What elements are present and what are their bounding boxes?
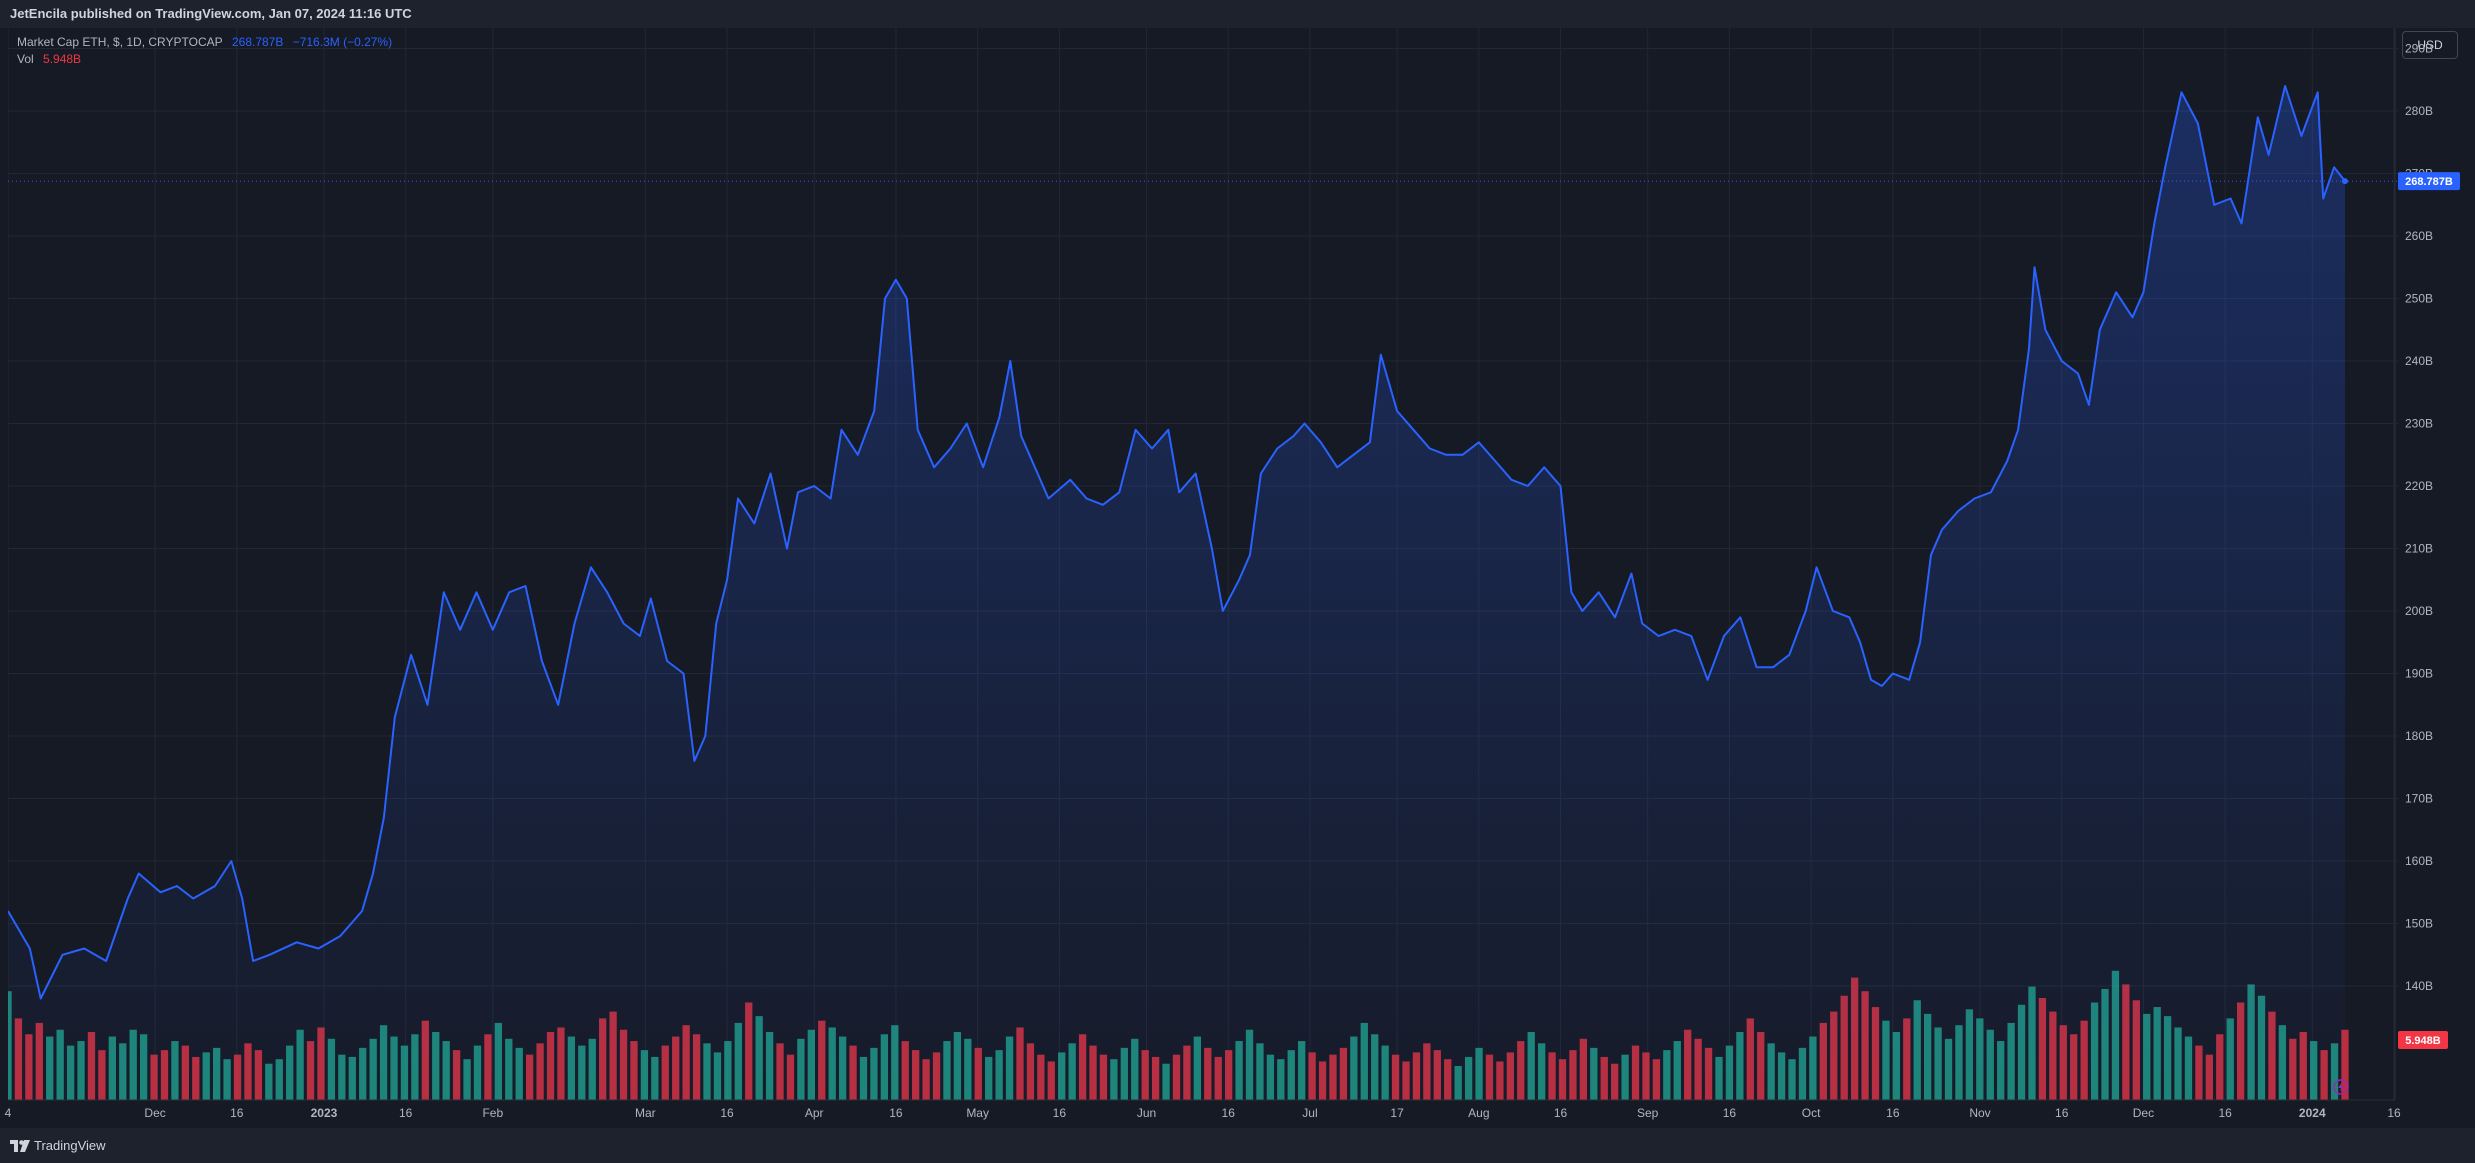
footer-bar [0,1128,2475,1163]
x-tick-label: May [966,1106,989,1120]
x-tick-label: 16 [2055,1106,2069,1120]
x-tick-label: 16 [2387,1106,2401,1120]
x-tick-label: 16 [720,1106,734,1120]
y-tick-label: 150B [2405,917,2433,931]
x-tick-label: Aug [1468,1106,1489,1120]
y-tick-label: 230B [2405,417,2433,431]
y-tick-label: 270B [2405,167,2433,181]
y-tick-label: 170B [2405,792,2433,806]
x-tick-label: Feb [482,1106,503,1120]
publish-bar: JetEncila published on TradingView.com, … [0,0,2475,28]
x-tick-label: 16 [889,1106,903,1120]
price-area [8,86,2345,1100]
price-line[interactable] [8,85,2346,1000]
x-tick-label: Oct [1802,1106,1821,1120]
legend-main-row: Market Cap ETH, $, 1D, CRYPTOCAP 268.787… [17,34,398,51]
y-tick-label: 200B [2405,604,2433,618]
y-tick-label: 140B [2405,979,2433,993]
last-price-dot [2341,178,2348,185]
x-tick-label: Nov [1969,1106,1990,1120]
tradingview-mark-icon [10,1139,30,1152]
legend-symbol[interactable]: Market Cap ETH, $, 1D, CRYPTOCAP [17,35,223,49]
legend-change: −716.3M (−0.27%) [292,35,393,49]
last-price-badge [2398,172,2460,191]
y-tick-label: 220B [2405,479,2433,493]
chart-area[interactable] [8,28,2398,1100]
x-tick-label: 16 [1053,1106,1067,1120]
market-cap-chart[interactable] [8,28,2398,1100]
legend-volume-value: 5.948B [43,52,82,66]
x-tick-label: 16 [230,1106,244,1120]
x-tick-label: Dec [2133,1106,2154,1120]
last-price-badge-text: 268.787B [2405,176,2453,188]
x-tick-label: 16 [2218,1106,2232,1120]
y-tick-label: 180B [2405,729,2433,743]
x-tick-label: Dec [144,1106,165,1120]
last-volume-badge-text: 5.948B [2405,1035,2441,1047]
last-volume-badge [2398,1031,2448,1049]
x-tick-label: Sep [1637,1106,1659,1120]
y-tick-label: 280B [2405,104,2433,118]
tradingview-logo[interactable]: TradingView [10,1138,106,1153]
x-tick-label: 16 [399,1106,413,1120]
x-tick-label: 2024 [2299,1106,2326,1120]
legend-volume-row: Vol 5.948B [17,51,398,68]
x-tick-label: 16 [1886,1106,1900,1120]
x-tick-label: Apr [805,1106,824,1120]
currency-button[interactable]: USD [2402,31,2458,59]
x-tick-label: 2023 [311,1106,338,1120]
y-tick-label: 160B [2405,854,2433,868]
x-tick-label: 17 [1390,1106,1404,1120]
y-tick-label: 210B [2405,542,2433,556]
footer-brand: TradingView [34,1138,106,1153]
y-tick-label: 240B [2405,354,2433,368]
chart-legend: Market Cap ETH, $, 1D, CRYPTOCAP 268.787… [17,34,398,68]
x-tick-label: Jun [1137,1106,1156,1120]
publish-text: JetEncila published on TradingView.com, … [10,6,412,21]
legend-last-value: 268.787B [231,35,284,49]
y-tick-label: 250B [2405,292,2433,306]
x-tick-label: 16 [1222,1106,1236,1120]
y-tick-label: 260B [2405,229,2433,243]
x-tick-label: 16 [1554,1106,1568,1120]
x-tick-label: Mar [635,1106,656,1120]
legend-volume-label[interactable]: Vol [17,52,34,66]
x-tick-label: Jul [1302,1106,1317,1120]
x-tick-label: 16 [1723,1106,1737,1120]
x-tick-label: 4 [5,1106,12,1120]
y-tick-label: 190B [2405,667,2433,681]
